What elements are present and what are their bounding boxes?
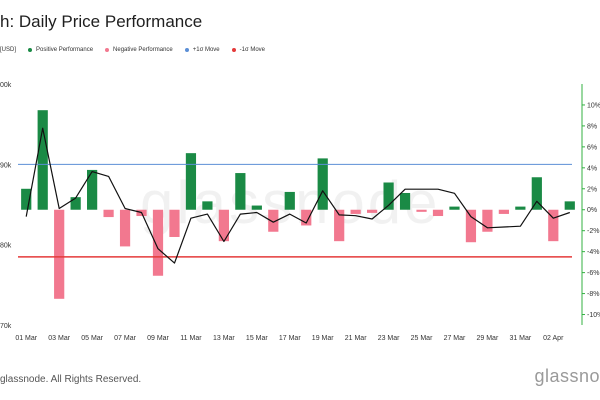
price-line — [25, 127, 570, 264]
positive-bar — [531, 177, 542, 210]
legend-swatch-minus-sigma — [231, 48, 236, 52]
chart-legend: [USD] Positive Performance Negative Perf… — [0, 47, 277, 53]
positive-bar — [185, 153, 197, 210]
negative-bar — [301, 209, 312, 226]
negative-bar — [103, 209, 114, 218]
x-tick-label: 27 Mar — [444, 335, 466, 342]
bars — [21, 110, 575, 299]
negative-bar — [416, 209, 427, 212]
positive-bar — [317, 158, 328, 210]
x-tick-label: 07 Mar — [114, 335, 136, 342]
positive-bar — [70, 197, 81, 210]
negative-bar — [498, 209, 509, 214]
positive-bar — [37, 110, 48, 210]
negative-bar — [334, 209, 345, 242]
legend-item-positive[interactable]: Positive Performance — [28, 47, 93, 53]
x-axis: 01 Mar 03 Mar 05 Mar 07 Mar 09 Mar 11 Mar 13 M… — [15, 335, 564, 342]
negative-bar — [367, 209, 378, 213]
x-tick-label: 13 Mar — [213, 335, 235, 342]
left-axis: 70k 80k 90k 00k — [0, 82, 12, 330]
positive-bar — [251, 205, 262, 210]
x-tick-label: 21 Mar — [345, 335, 367, 342]
x-tick-label: 03 Mar — [48, 335, 70, 342]
positive-bar — [21, 188, 32, 210]
legend-item-minus-sigma[interactable]: -1σ Move — [231, 47, 266, 53]
legend-label-minus-sigma: -1σ Move — [239, 47, 266, 53]
reference-lines — [18, 163, 572, 258]
x-tick-label: 11 Mar — [180, 335, 202, 342]
negative-bar — [218, 209, 229, 242]
positive-bar — [399, 192, 411, 210]
negative-bar — [432, 209, 444, 217]
x-tick-label: 01 Mar — [15, 335, 37, 342]
legend-label-negative: Negative Performance — [113, 47, 173, 53]
right-tick-label: 4% — [587, 165, 597, 172]
x-tick-label: 17 Mar — [279, 335, 301, 342]
negative-bar — [465, 209, 477, 243]
legend-swatch-positive — [28, 48, 33, 52]
x-tick-label: 19 Mar — [312, 335, 334, 342]
right-tick-label: 10% — [587, 102, 600, 109]
legend-unit: [USD] — [0, 47, 17, 53]
negative-bar — [169, 209, 180, 237]
right-tick-label: 0% — [587, 207, 597, 214]
right-tick-label: -8% — [587, 291, 599, 298]
negative-bar — [54, 209, 65, 299]
left-tick-label: 70k — [0, 323, 12, 330]
x-tick-label: 25 Mar — [411, 335, 433, 342]
x-tick-label: 05 Mar — [81, 335, 103, 342]
negative-bar — [548, 209, 559, 242]
x-tick-label: 02 Apr — [543, 335, 564, 342]
left-tick-label: 00k — [0, 82, 12, 89]
price-series — [25, 127, 570, 264]
copyright-footer: glassnode. All Rights Reserved. — [0, 374, 142, 385]
x-tick-label: 09 Mar — [147, 335, 169, 342]
brand-logo: glassno — [534, 366, 600, 386]
x-tick-label: 31 Mar — [509, 335, 531, 342]
positive-bar — [449, 206, 460, 210]
positive-bar — [383, 182, 394, 210]
legend-item-plus-sigma[interactable]: +1σ Move — [184, 47, 220, 53]
right-tick-label: -10% — [587, 312, 600, 319]
x-tick-label: 29 Mar — [477, 335, 499, 342]
legend-label-positive: Positive Performance — [36, 47, 94, 53]
right-tick-label: -2% — [587, 228, 599, 235]
positive-bar — [564, 201, 575, 210]
x-tick-label: 15 Mar — [246, 335, 268, 342]
positive-bar — [202, 201, 213, 210]
right-axis: 10% 8% 6% 4% 2% 0% -2% -4% -6% -8% -10% — [581, 84, 600, 325]
right-tick-label: 8% — [587, 123, 597, 130]
positive-bar — [87, 169, 98, 210]
positive-bar — [284, 191, 295, 210]
left-tick-label: 80k — [0, 243, 12, 250]
legend-label-plus-sigma: +1σ Move — [192, 47, 220, 53]
left-tick-label: 90k — [0, 162, 12, 169]
positive-bar — [515, 206, 526, 210]
right-tick-label: 6% — [587, 144, 597, 151]
negative-bar — [482, 209, 493, 232]
negative-bar — [268, 209, 279, 232]
legend-item-negative[interactable]: Negative Performance — [105, 47, 173, 53]
right-tick-label: 2% — [587, 186, 597, 193]
negative-bar — [152, 209, 164, 276]
legend-swatch-negative — [105, 48, 110, 52]
page-title: h: Daily Price Performance — [0, 12, 203, 31]
legend-swatch-plus-sigma — [184, 48, 189, 52]
right-tick-label: -4% — [587, 249, 599, 256]
negative-bar — [119, 209, 131, 247]
negative-bar — [350, 209, 361, 214]
x-tick-label: 23 Mar — [378, 335, 400, 342]
right-tick-label: -6% — [587, 270, 599, 277]
positive-bar — [235, 173, 246, 210]
